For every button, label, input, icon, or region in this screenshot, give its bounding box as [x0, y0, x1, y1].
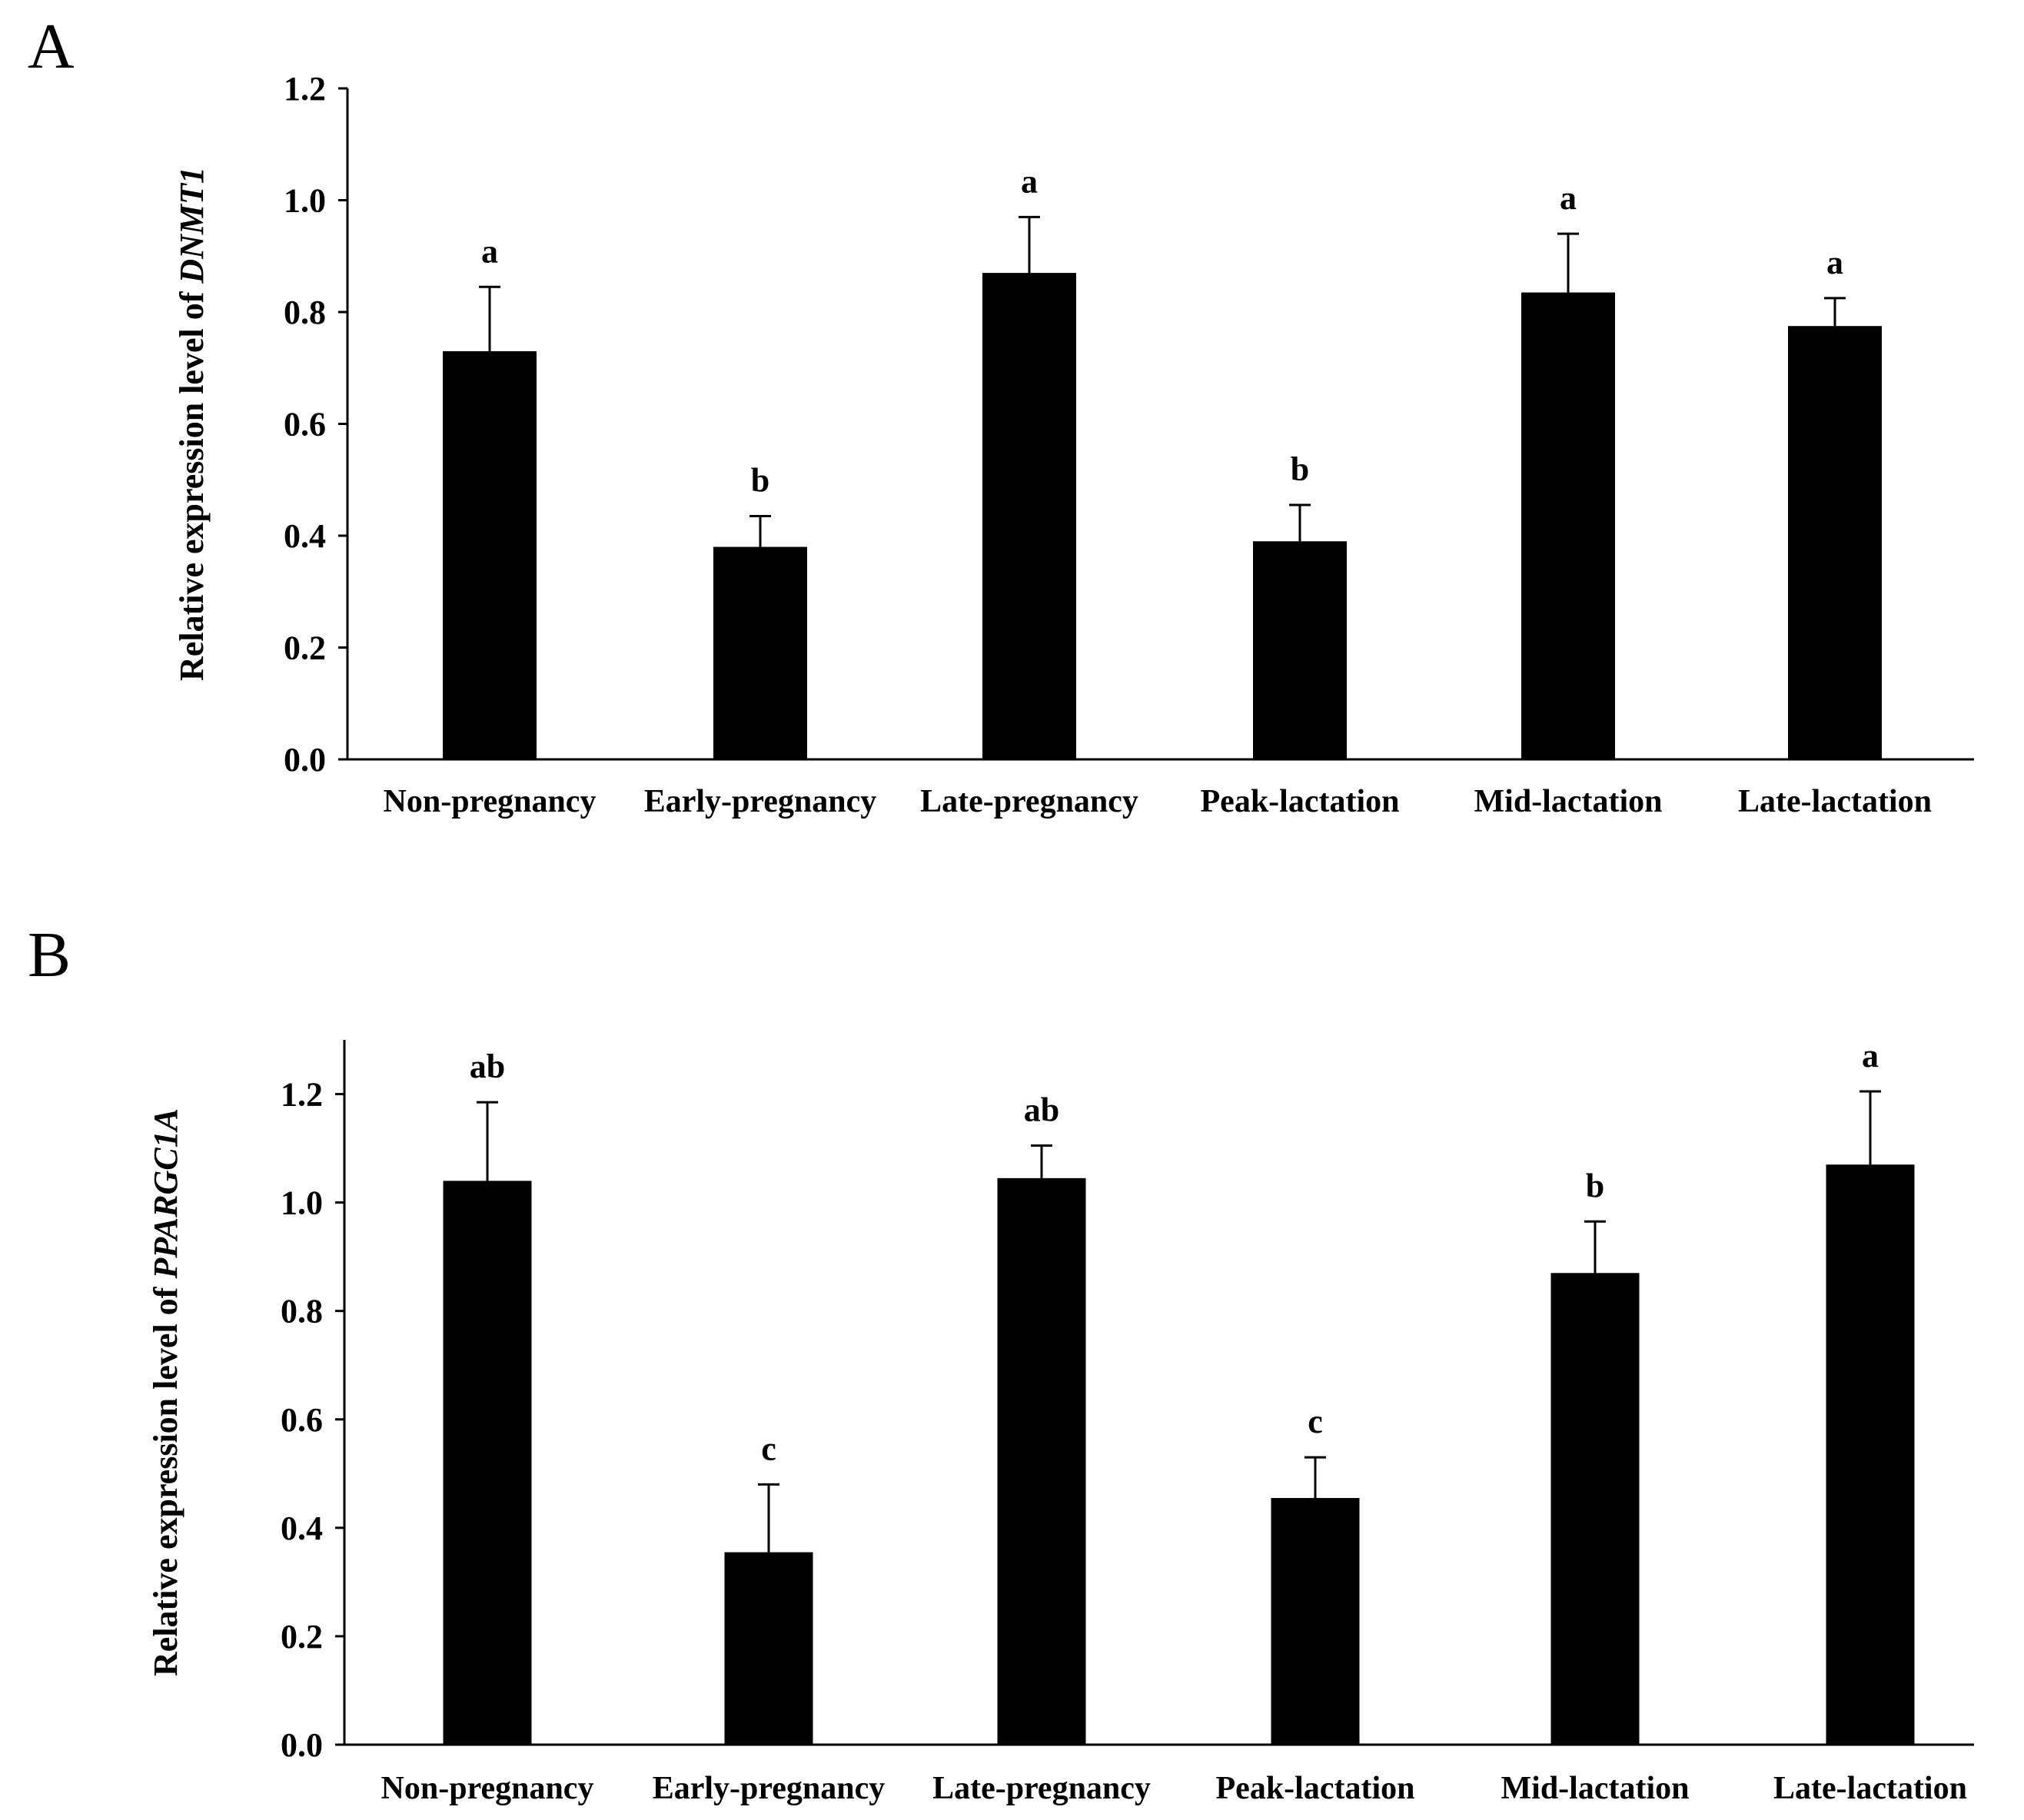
x-category-label: Early-pregnancy — [653, 1771, 886, 1806]
y-tick-label: 1.0 — [281, 1184, 323, 1222]
y-axis-title: Relative expression level of PPARGC1A — [147, 1108, 184, 1676]
x-category-label: Mid-lactation — [1501, 1771, 1690, 1806]
bar — [982, 273, 1076, 759]
y-tick-label: 0.8 — [284, 294, 326, 331]
bar — [1788, 326, 1882, 759]
bar — [1550, 1273, 1640, 1745]
y-axis-title-prefix: Relative expression level of — [147, 1279, 184, 1676]
panel-a-chart: 0.0 0.2 0.4 0.6 0.8 1.0 1.2 Relative expression… — [173, 70, 1974, 819]
significance-letter: a — [1862, 1037, 1879, 1074]
significance-letter: a — [481, 232, 498, 270]
y-tick-label: 1.2 — [281, 1076, 323, 1114]
y-tick-label: 0.8 — [281, 1293, 323, 1330]
significance-letter: a — [1560, 179, 1577, 217]
panel-b-label: B — [28, 919, 71, 991]
y-tick-label: 0.6 — [284, 406, 326, 443]
significance-letter: a — [1826, 244, 1843, 281]
significance-letter: c — [761, 1430, 776, 1467]
y-tick-label: 0.2 — [284, 629, 326, 667]
bar — [443, 350, 537, 759]
x-category-label: Mid-lactation — [1474, 784, 1663, 819]
x-category-label: Non-pregnancy — [381, 1771, 594, 1806]
panel-b-chart: 0.0 0.2 0.4 0.6 0.8 1.0 1.2 Relative expression… — [147, 1037, 1974, 1806]
significance-letter: b — [751, 462, 769, 500]
panel-a-label: A — [28, 11, 75, 82]
x-category-label: Late-lactation — [1773, 1771, 1967, 1806]
bar — [1521, 292, 1615, 760]
y-tick-label: 0.4 — [281, 1509, 323, 1547]
y-tick-label: 0.2 — [281, 1618, 323, 1656]
y-tick-label: 0.0 — [281, 1726, 323, 1764]
significance-letter: ab — [470, 1048, 505, 1085]
y-axis-title-gene: PPARGC1A — [147, 1108, 184, 1280]
y-axis-title-gene: DNMT1 — [173, 167, 211, 284]
bar — [1253, 541, 1347, 759]
bar — [443, 1181, 532, 1745]
x-category-label: Non-pregnancy — [384, 784, 597, 819]
x-category-label: Late-lactation — [1738, 784, 1932, 819]
bar — [1271, 1498, 1360, 1745]
bar — [724, 1552, 813, 1745]
x-category-label: Late-pregnancy — [932, 1771, 1151, 1806]
x-category-label: Peak-lactation — [1201, 784, 1400, 819]
bar — [997, 1177, 1086, 1745]
significance-letter: ab — [1024, 1091, 1059, 1129]
significance-letter: b — [1291, 450, 1309, 488]
x-category-label: Early-pregnancy — [644, 784, 877, 819]
y-axis-title: Relative expression level of DNMT1 — [173, 167, 211, 681]
y-axis-title-prefix: Relative expression level of — [173, 284, 211, 681]
y-tick-label: 0.4 — [284, 517, 326, 555]
bar — [713, 546, 807, 759]
y-tick-label: 1.2 — [284, 70, 326, 108]
y-tick-label: 0.0 — [284, 741, 326, 779]
x-category-label: Peak-lactation — [1216, 1771, 1415, 1806]
x-category-label: Late-pregnancy — [920, 784, 1138, 819]
y-tick-label: 1.0 — [284, 182, 326, 220]
significance-letter: a — [1021, 162, 1038, 200]
significance-letter: b — [1586, 1167, 1604, 1204]
y-tick-label: 0.6 — [281, 1401, 323, 1439]
bar — [1826, 1164, 1915, 1745]
significance-letter: c — [1308, 1403, 1323, 1440]
